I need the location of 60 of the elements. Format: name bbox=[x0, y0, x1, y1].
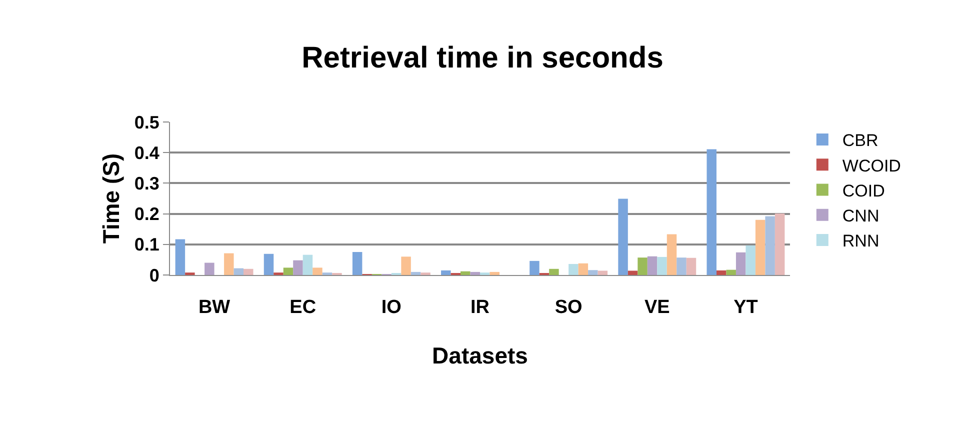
legend-label: WCOID bbox=[842, 156, 901, 176]
bar bbox=[578, 263, 588, 275]
y-tick-label: 0.2 bbox=[134, 204, 160, 224]
bar bbox=[755, 220, 766, 275]
x-tick-label: VE bbox=[644, 296, 670, 318]
bar bbox=[312, 268, 322, 275]
bar bbox=[657, 256, 667, 275]
legend-label: RNN bbox=[842, 232, 880, 251]
bar bbox=[706, 149, 716, 275]
x-tick-label: EC bbox=[290, 296, 316, 318]
bar bbox=[175, 239, 186, 275]
bar bbox=[302, 254, 313, 275]
y-tick-label: 0.4 bbox=[134, 142, 160, 163]
x-tick-label: YT bbox=[734, 296, 758, 318]
y-tick-label: 0.5 bbox=[134, 112, 160, 132]
bar bbox=[746, 245, 756, 275]
bar bbox=[283, 268, 294, 275]
bar bbox=[490, 272, 500, 275]
legend-label: COID bbox=[842, 181, 885, 200]
x-axis-title: Datasets bbox=[432, 342, 528, 368]
bar bbox=[588, 270, 598, 275]
bar bbox=[234, 268, 244, 275]
x-tick-label: IO bbox=[381, 296, 402, 318]
bar bbox=[530, 260, 540, 275]
bar bbox=[264, 254, 274, 275]
bar bbox=[638, 258, 648, 275]
bar bbox=[460, 271, 470, 275]
bar bbox=[726, 270, 736, 275]
legend-label: CNN bbox=[842, 206, 880, 226]
bar bbox=[666, 234, 677, 275]
bar bbox=[716, 270, 726, 275]
bar bbox=[736, 252, 746, 275]
bar bbox=[470, 272, 480, 275]
x-tick-label: IR bbox=[470, 296, 490, 318]
bar bbox=[676, 258, 686, 275]
y-tick-label: 0.1 bbox=[134, 234, 160, 255]
bar bbox=[401, 256, 411, 275]
bar bbox=[647, 256, 658, 275]
bar bbox=[568, 264, 578, 275]
bar bbox=[765, 216, 775, 275]
bar bbox=[618, 198, 628, 275]
x-tick-label: SO bbox=[554, 296, 582, 318]
bar bbox=[244, 268, 254, 275]
bar bbox=[441, 270, 451, 275]
bar bbox=[410, 272, 421, 275]
bar bbox=[549, 268, 559, 275]
y-tick-label: 0 bbox=[149, 265, 160, 286]
bar bbox=[224, 253, 234, 275]
bar bbox=[598, 270, 608, 275]
bar bbox=[204, 262, 214, 275]
bar bbox=[293, 260, 303, 275]
chart-title: Retrieval time in seconds bbox=[302, 41, 664, 74]
x-tick-label: BW bbox=[198, 296, 230, 318]
legend-label: CBR bbox=[842, 131, 878, 150]
bar bbox=[352, 252, 362, 275]
bar bbox=[686, 258, 696, 275]
y-tick-label: 0.3 bbox=[134, 174, 160, 194]
bar bbox=[774, 213, 785, 275]
bar bbox=[628, 270, 638, 275]
y-axis-title: Time (S) bbox=[98, 153, 124, 244]
